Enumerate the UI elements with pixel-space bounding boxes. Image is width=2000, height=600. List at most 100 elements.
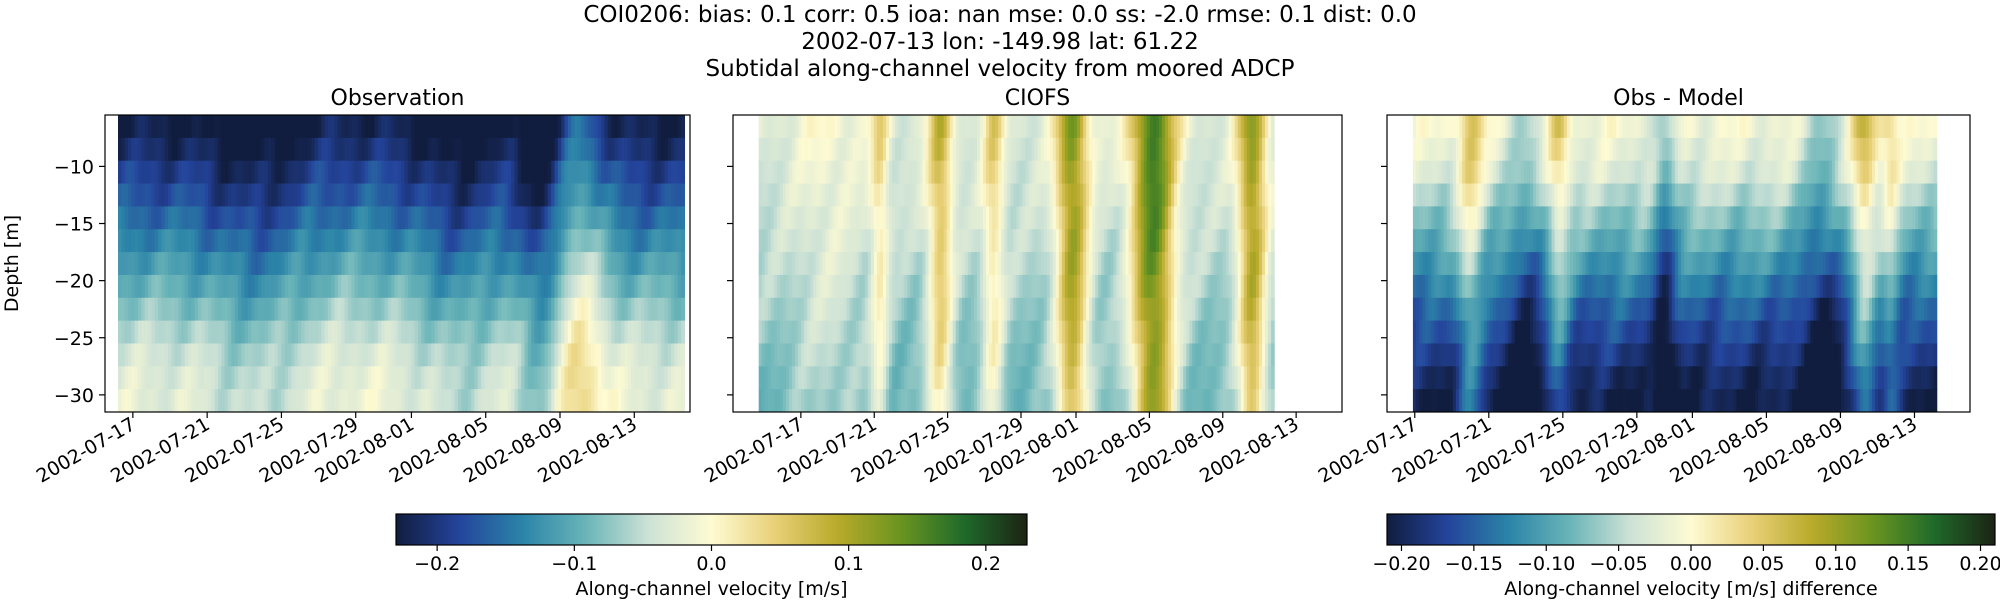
heatmap-cell — [1255, 297, 1260, 322]
heatmap-cell — [1425, 297, 1429, 322]
heatmap-cell — [364, 229, 369, 253]
heatmap-cell — [1164, 297, 1169, 322]
heatmap-cell — [351, 297, 356, 322]
heatmap-cell — [324, 389, 329, 413]
heatmap-cell — [1077, 366, 1081, 390]
y-axis-label: Depth [m] — [1, 215, 23, 312]
heatmap-cell — [904, 137, 908, 162]
heatmap-cell — [201, 160, 206, 184]
heatmap-cell — [1493, 137, 1497, 162]
heatmap-cell — [973, 137, 978, 162]
heatmap-cell — [414, 183, 419, 207]
heatmap-cell — [1222, 320, 1227, 344]
heatmap-cell — [551, 115, 556, 139]
heatmap-cell — [267, 343, 272, 367]
heatmap-cell — [901, 366, 905, 390]
heatmap-cell — [1174, 320, 1178, 344]
heatmap-cell — [892, 115, 896, 139]
heatmap-cell — [247, 343, 252, 367]
heatmap-cell — [611, 366, 616, 390]
heatmap-cell — [1001, 160, 1005, 184]
heatmap-cell — [324, 183, 329, 207]
heatmap-cell — [234, 206, 239, 230]
heatmap-cell — [946, 137, 951, 162]
heatmap-cell — [551, 206, 556, 230]
heatmap-cell — [1107, 343, 1111, 367]
heatmap-cell — [1234, 229, 1239, 253]
heatmap-cell — [1225, 252, 1230, 276]
heatmap-cell — [501, 274, 506, 299]
heatmap-cell — [521, 206, 526, 230]
heatmap-cell — [301, 183, 306, 207]
heatmap-cell — [1131, 297, 1136, 322]
heatmap-cell — [873, 137, 878, 162]
heatmap-cell — [928, 366, 933, 390]
heatmap-cell — [764, 206, 769, 230]
heatmap-cell — [584, 274, 589, 299]
heatmap-cell — [1505, 229, 1510, 253]
heatmap-cell — [151, 366, 156, 390]
heatmap-cell — [514, 137, 519, 162]
heatmap-cell — [1265, 252, 1269, 276]
heatmap-cell — [617, 389, 622, 413]
heatmap-cell — [434, 137, 439, 162]
heatmap-cell — [1231, 274, 1236, 299]
heatmap-cell — [277, 160, 282, 184]
heatmap-cell — [1095, 206, 1099, 230]
heatmap-cell — [1155, 160, 1160, 184]
heatmap-cell — [983, 343, 987, 367]
heatmap-cell — [901, 183, 905, 207]
heatmap-cell — [1271, 252, 1275, 276]
heatmap-cell — [264, 252, 269, 276]
heatmap-cell — [341, 389, 346, 413]
heatmap-cell — [234, 343, 239, 367]
heatmap-cell — [1456, 137, 1460, 162]
heatmap-cell — [194, 229, 199, 253]
heatmap-cell — [227, 320, 232, 344]
heatmap-cell — [371, 389, 376, 413]
heatmap-cell — [1529, 389, 1534, 413]
heatmap-cell — [1119, 389, 1124, 413]
heatmap-cell — [1425, 343, 1429, 367]
heatmap-cell — [1034, 389, 1039, 413]
heatmap-cell — [244, 137, 249, 162]
heatmap-cell — [1265, 297, 1269, 322]
heatmap-cell — [301, 229, 306, 253]
heatmap-cell — [184, 389, 189, 413]
heatmap-cell — [1028, 389, 1033, 413]
heatmap-cell — [187, 252, 192, 276]
heatmap-cell — [1031, 320, 1036, 344]
heatmap-cell — [327, 160, 332, 184]
heatmap-cell — [611, 137, 616, 162]
heatmap-cell — [1004, 229, 1008, 253]
heatmap-cell — [1443, 137, 1448, 162]
heatmap-cell — [421, 320, 426, 344]
heatmap-cell — [1486, 366, 1491, 390]
heatmap-cell — [497, 366, 502, 390]
heatmap-cell — [407, 229, 412, 253]
heatmap-cell — [1064, 274, 1069, 299]
heatmap-cell — [334, 389, 339, 413]
heatmap-cell — [1499, 183, 1503, 207]
heatmap-cell — [247, 206, 252, 230]
heatmap-cell — [1431, 297, 1436, 322]
heatmap-cell — [1523, 320, 1528, 344]
heatmap-cell — [822, 343, 826, 367]
heatmap-cell — [952, 389, 957, 413]
heatmap-cell — [976, 206, 981, 230]
heatmap-cell — [782, 229, 787, 253]
heatmap-cell — [1131, 137, 1136, 162]
heatmap-cell — [1489, 115, 1494, 139]
heatmap-cell — [1201, 206, 1205, 230]
heatmap-cell — [1128, 320, 1133, 344]
heatmap-cell — [1462, 137, 1466, 162]
heatmap-cell — [607, 115, 612, 139]
heatmap-cell — [131, 320, 136, 344]
heatmap-cell — [144, 343, 149, 367]
heatmap-cell — [354, 252, 359, 276]
heatmap-cell — [281, 297, 286, 322]
heatmap-cell — [564, 366, 569, 390]
heatmap-cell — [776, 160, 781, 184]
heatmap-cell — [1262, 206, 1266, 230]
heatmap-cell — [587, 252, 592, 276]
